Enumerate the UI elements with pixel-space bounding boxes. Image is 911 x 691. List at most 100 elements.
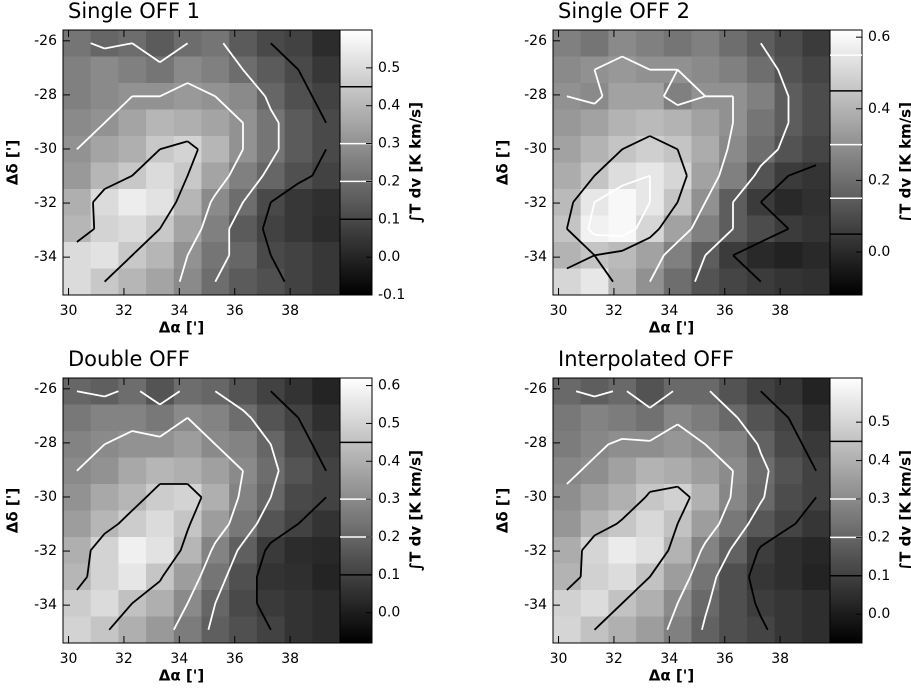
cell [719,431,748,458]
cell [802,457,830,485]
cell [118,268,147,295]
cell [284,136,313,163]
cell [201,56,230,84]
y-tick-label: -26 [34,33,57,49]
cell [553,136,582,163]
cell [229,563,258,591]
y-axis-label: Δδ ['] [4,140,22,185]
cell [284,537,313,564]
contour-line [732,164,817,283]
cell [146,484,175,511]
colorbar-tick-label: 0.5 [378,415,400,431]
cell [663,431,692,458]
y-tick-label: -30 [34,489,57,505]
colorbar-tick-label: 0.6 [868,29,890,45]
cell [553,268,582,295]
cell [580,457,609,485]
y-tick-label: -32 [34,543,57,559]
cell [691,56,720,84]
cell [173,189,202,216]
colorbar-tick-label: 0.3 [378,491,400,507]
x-tick-label: 38 [771,303,789,319]
cell [229,431,258,458]
cell [146,378,175,405]
cell [636,510,665,538]
cell [608,30,637,57]
cell [580,215,609,243]
cell [146,616,175,643]
cell [201,484,230,511]
contour-line [566,55,734,283]
cell [719,162,748,190]
cell [553,537,582,564]
cell [173,109,202,137]
cell [636,590,665,617]
cell [691,268,720,295]
y-tick-label: -30 [34,141,57,157]
cell [580,404,609,432]
cell [663,109,692,137]
cell [146,563,175,591]
cell [802,510,830,538]
cell [746,590,776,617]
cell [173,537,202,564]
cell [173,457,202,485]
cell [719,56,748,84]
colorbar-tick-label: 0.6 [378,378,400,394]
cell [719,590,748,617]
y-tick-label: -28 [34,435,57,451]
cell [63,215,92,243]
colorbar-tick-label: 0.2 [378,529,400,545]
cell [201,162,230,190]
contour-line [566,485,691,631]
panel-title: Interpolated OFF [558,347,734,371]
cell [63,404,92,432]
cell [118,537,147,564]
contour-line [76,140,199,283]
cell [608,537,637,564]
x-axis-label: Δα ['] [159,319,204,337]
cell [774,431,803,458]
cell [118,457,147,485]
colorbar [829,377,863,644]
cell [663,616,692,643]
cell [636,537,665,564]
y-tick-label: -34 [34,249,57,265]
y-axis-label: Δδ ['] [4,488,22,533]
x-axis-label: Δα ['] [159,667,204,685]
cell [691,378,720,405]
cell [118,563,147,591]
cell [580,109,609,137]
cell [691,136,720,163]
cell [201,215,230,243]
cell [802,484,830,511]
cell [312,404,340,432]
cell [146,510,175,538]
cell [691,616,720,643]
cell [146,109,175,137]
y-tick-label: -26 [524,33,547,49]
cell [146,162,175,190]
cell [284,563,313,591]
cell [719,563,748,591]
cell [146,404,175,432]
cell [118,404,147,432]
colorbar-label: ∫T dv [K km/s] [897,102,911,223]
cell [63,109,92,137]
panel-title: Double OFF [68,347,190,371]
cell [173,510,202,538]
y-tick-label: -32 [524,543,547,559]
cell [63,590,92,617]
cell [118,510,147,538]
cell [553,510,582,538]
cell [802,242,830,269]
cell [63,268,92,295]
cell [201,242,230,269]
colorbar [339,377,373,644]
cell [663,378,692,405]
cell [146,457,175,485]
cell [580,563,609,591]
cell [284,431,313,458]
cell [663,404,692,432]
x-axis-label: Δα ['] [649,667,694,685]
